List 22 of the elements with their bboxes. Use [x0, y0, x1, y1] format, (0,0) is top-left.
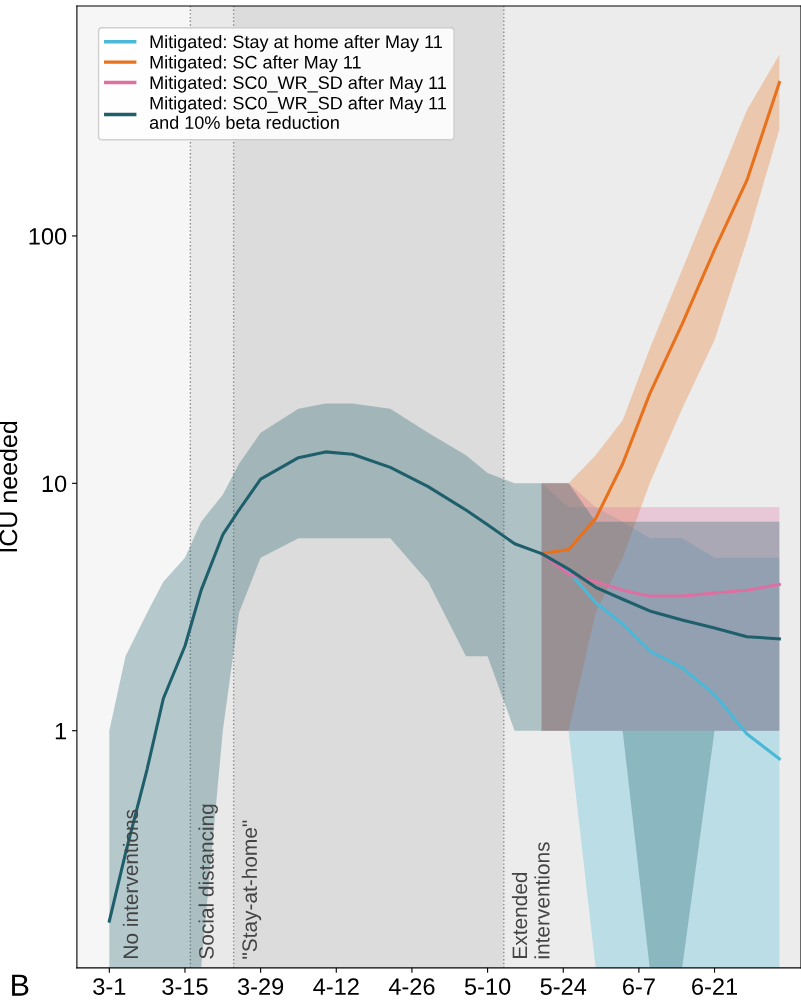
- legend-label: Mitigated: SC0_WR_SD after May 11 and 10% beta reduction: [149, 96, 446, 129]
- x-tick-label: 5-24: [540, 978, 587, 995]
- x-tick-label: 3-15: [162, 978, 208, 995]
- x-tick-label: 3-29: [237, 978, 284, 995]
- x-tick-label: 6-21: [692, 978, 738, 995]
- x-tick-label: 4-12: [313, 978, 359, 995]
- band-label: Social distancing: [198, 804, 218, 959]
- x-tick-label: 3-1: [93, 978, 126, 995]
- legend-label: Mitigated: SC0_WR_SD after May 11: [150, 75, 446, 93]
- line-series: [540, 81, 781, 556]
- legend-label: Mitigated: SC after May 11: [150, 55, 361, 73]
- y-tick-label: 100: [29, 228, 67, 245]
- band-label: No interventions: [122, 809, 139, 958]
- text: B: [12, 974, 29, 996]
- x-tick-label: 6-7: [623, 978, 655, 995]
- band-label: Extended interventions: [511, 842, 550, 959]
- y-tick-label: 1: [55, 723, 67, 740]
- y-tick-label: 10: [42, 475, 67, 493]
- legend-label: Mitigated: Stay at home after May 11: [150, 34, 442, 52]
- x-tick-label: 4-26: [388, 978, 435, 995]
- band-label: "Stay-at-home": [241, 820, 262, 959]
- x-tick-label: 5-10: [464, 978, 511, 995]
